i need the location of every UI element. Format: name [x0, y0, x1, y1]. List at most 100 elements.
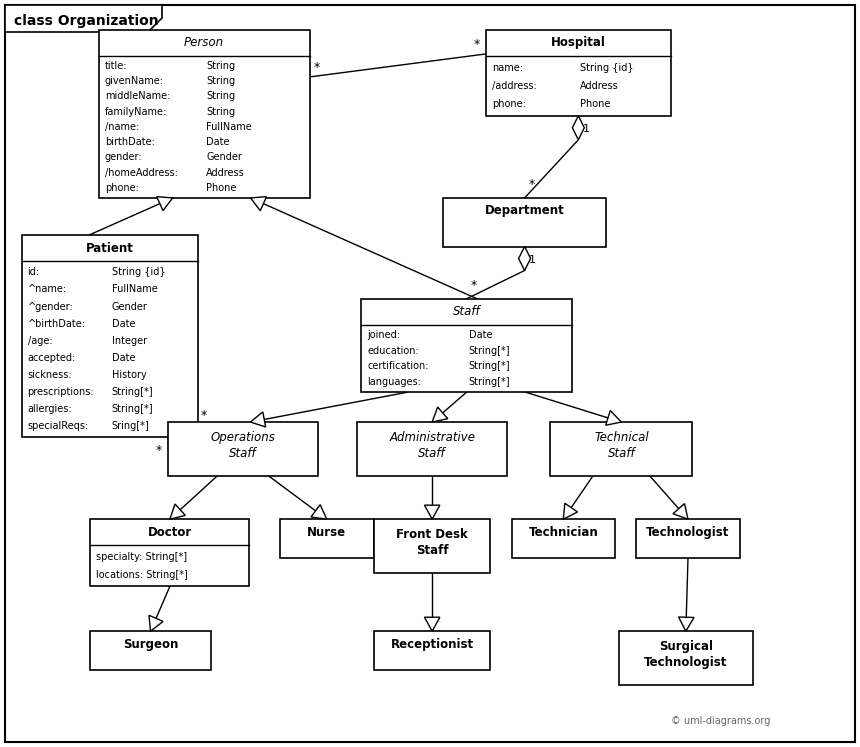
Text: Technician: Technician [528, 526, 599, 539]
Text: ^birthDate:: ^birthDate: [28, 318, 85, 329]
Text: /homeAddress:: /homeAddress: [105, 168, 178, 178]
Text: Integer: Integer [112, 335, 147, 346]
Text: Date: Date [206, 137, 230, 147]
Text: FullName: FullName [112, 285, 157, 294]
Text: prescriptions:: prescriptions: [28, 387, 94, 397]
Polygon shape [311, 505, 327, 519]
Text: Operations
Staff: Operations Staff [211, 430, 275, 459]
Text: class Organization: class Organization [14, 14, 158, 28]
Text: Sring[*]: Sring[*] [112, 421, 150, 431]
Text: familyName:: familyName: [105, 107, 167, 117]
Text: sickness:: sickness: [28, 370, 72, 379]
Text: accepted:: accepted: [28, 353, 76, 363]
Polygon shape [425, 505, 439, 519]
Text: FullName: FullName [206, 122, 252, 132]
Text: Date: Date [469, 330, 492, 340]
Text: /address:: /address: [492, 81, 537, 91]
Text: Technologist: Technologist [647, 526, 729, 539]
Polygon shape [425, 617, 439, 631]
Text: *: * [470, 279, 476, 292]
Text: Date: Date [112, 353, 135, 363]
Text: birthDate:: birthDate: [105, 137, 155, 147]
Text: name:: name: [492, 63, 523, 72]
Text: Receptionist: Receptionist [390, 638, 474, 651]
Polygon shape [679, 617, 694, 631]
Text: /age:: /age: [28, 335, 52, 346]
Text: Person: Person [184, 37, 224, 49]
Text: String {id}: String {id} [580, 63, 634, 72]
Text: givenName:: givenName: [105, 76, 164, 86]
Polygon shape [573, 116, 584, 140]
Text: Address: Address [206, 168, 245, 178]
Text: Department: Department [485, 205, 564, 217]
Text: joined:: joined: [367, 330, 400, 340]
Bar [22, 235, 198, 437]
Text: languages:: languages: [367, 377, 421, 387]
Text: Patient: Patient [86, 242, 133, 255]
Text: Nurse: Nurse [307, 526, 347, 539]
Text: Gender: Gender [112, 302, 148, 311]
Bar [168, 422, 318, 476]
Polygon shape [250, 412, 266, 427]
Text: Address: Address [580, 81, 619, 91]
Bar [619, 631, 752, 685]
Bar [636, 519, 740, 558]
Text: Surgical
Technologist: Surgical Technologist [644, 639, 728, 669]
Text: Staff: Staff [452, 306, 481, 318]
Bar [357, 422, 507, 476]
Polygon shape [432, 407, 448, 422]
Text: *: * [156, 444, 162, 457]
Polygon shape [157, 196, 173, 211]
Text: Doctor: Doctor [148, 526, 192, 539]
Text: /name:: /name: [105, 122, 139, 132]
Text: gender:: gender: [105, 152, 143, 162]
Bar [90, 631, 211, 670]
Text: Hospital: Hospital [551, 37, 605, 49]
Text: String[*]: String[*] [469, 377, 510, 387]
Text: 1: 1 [582, 124, 589, 134]
Polygon shape [519, 247, 531, 270]
Text: 1: 1 [529, 255, 536, 264]
Text: String: String [206, 76, 236, 86]
Bar [550, 422, 692, 476]
Text: education:: education: [367, 346, 419, 356]
Text: String: String [206, 91, 236, 102]
Text: Technical
Staff: Technical Staff [594, 430, 648, 459]
Text: Date: Date [112, 318, 135, 329]
Bar [361, 299, 572, 392]
Bar [374, 631, 490, 670]
Text: locations: String[*]: locations: String[*] [96, 570, 188, 580]
Text: String[*]: String[*] [112, 387, 153, 397]
Text: String: String [206, 107, 236, 117]
Text: *: * [529, 178, 535, 191]
Bar [280, 519, 374, 558]
Text: String[*]: String[*] [112, 404, 153, 414]
Text: ^name:: ^name: [28, 285, 66, 294]
Text: phone:: phone: [492, 99, 525, 109]
Polygon shape [563, 503, 578, 519]
Polygon shape [605, 411, 621, 425]
Text: *: * [200, 409, 207, 422]
Text: String[*]: String[*] [469, 346, 510, 356]
Bar [443, 198, 606, 247]
Text: certification:: certification: [367, 362, 428, 371]
Text: Gender: Gender [206, 152, 243, 162]
Text: specialReqs:: specialReqs: [28, 421, 89, 431]
Polygon shape [5, 5, 162, 32]
Text: © uml-diagrams.org: © uml-diagrams.org [671, 716, 771, 726]
Text: *: * [474, 38, 480, 51]
Text: History: History [112, 370, 146, 379]
Text: id:: id: [28, 267, 40, 277]
Text: allergies:: allergies: [28, 404, 72, 414]
Text: Administrative
Staff: Administrative Staff [389, 430, 475, 459]
Bar [90, 519, 249, 586]
Bar [512, 519, 615, 558]
Bar [99, 30, 310, 198]
Text: String[*]: String[*] [469, 362, 510, 371]
Text: *: * [314, 61, 320, 74]
Polygon shape [673, 503, 688, 519]
Polygon shape [149, 616, 163, 631]
Text: Phone: Phone [580, 99, 611, 109]
Polygon shape [250, 196, 267, 211]
Text: Surgeon: Surgeon [123, 638, 178, 651]
